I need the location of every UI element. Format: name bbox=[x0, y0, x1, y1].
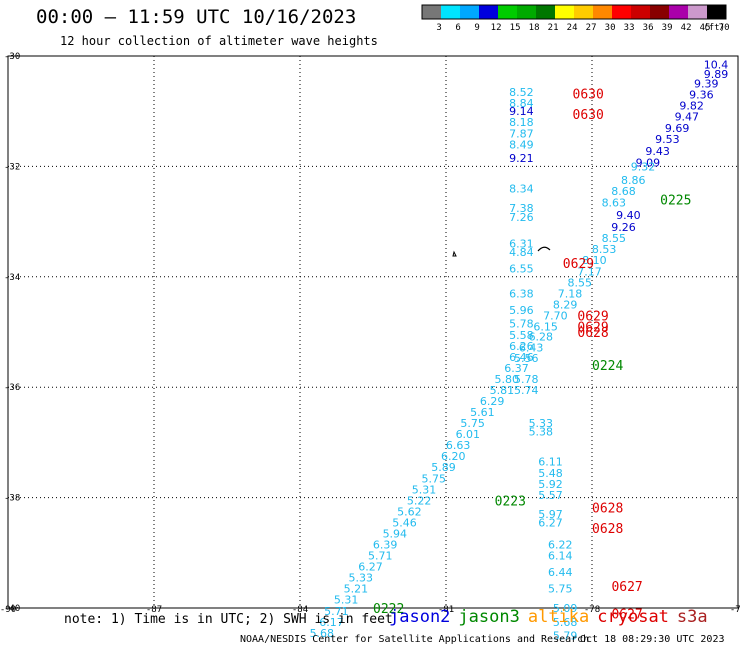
y-tick-label: -30 bbox=[4, 52, 20, 62]
time-label: 0225 bbox=[660, 194, 691, 209]
wave-height-point: 5.57 bbox=[538, 489, 563, 502]
footer-timestamp: Oct 18 08:29:30 UTC 2023 bbox=[580, 634, 725, 645]
time-label: 0628 bbox=[592, 502, 623, 517]
colorbar-swatch bbox=[536, 5, 555, 19]
y-tick-label: -32 bbox=[4, 162, 20, 172]
colorbar-label: 12 bbox=[491, 23, 502, 33]
time-label: 0630 bbox=[573, 88, 604, 103]
colorbar-swatch bbox=[631, 5, 650, 19]
colorbar-swatch bbox=[555, 5, 574, 19]
colorbar-swatch bbox=[574, 5, 593, 19]
legend-altika: altika bbox=[528, 607, 589, 627]
coast-marker bbox=[453, 247, 550, 256]
wave-height-point: 6.46 bbox=[509, 351, 534, 364]
wave-height-point: 6.14 bbox=[548, 550, 573, 563]
wave-height-point: 4.84 bbox=[509, 246, 534, 259]
y-tick-label: -36 bbox=[4, 383, 20, 393]
colorbar-swatch bbox=[593, 5, 612, 19]
footer-credit: NOAA/NESDIS Center for Satellite Applica… bbox=[240, 634, 589, 645]
wave-height-point: 9.40 bbox=[616, 209, 641, 222]
colorbar-label: 30 bbox=[605, 23, 616, 33]
y-tick-label: -38 bbox=[4, 494, 20, 504]
colorbar-label: 36 bbox=[643, 23, 654, 33]
wave-height-point: 9.32 bbox=[631, 160, 656, 173]
wave-height-point: 6.55 bbox=[509, 263, 534, 276]
wave-height-point: 8.63 bbox=[602, 196, 627, 209]
colorbar-label: 33 bbox=[624, 23, 635, 33]
data-points: 10.49.899.399.369.829.479.699.539.439.09… bbox=[310, 58, 729, 642]
colorbar-label: 6 bbox=[455, 23, 460, 33]
legend-jason2: jason2 bbox=[389, 607, 450, 627]
time-label: 0628 bbox=[577, 326, 608, 341]
colorbar-swatch bbox=[498, 5, 517, 19]
time-label: 0630 bbox=[573, 108, 604, 123]
colorbar-label: 39 bbox=[662, 23, 673, 33]
y-tick-label: -40 bbox=[4, 604, 20, 614]
plot-frame bbox=[8, 56, 738, 608]
wave-height-point: 6.38 bbox=[509, 287, 534, 300]
footer-note: note: 1) Time is in UTC; 2) SWH is in fe… bbox=[64, 612, 393, 627]
legend-s3a: s3a bbox=[677, 607, 708, 627]
x-tick-label: -75 bbox=[730, 605, 740, 615]
legend-jason3: jason3 bbox=[458, 607, 519, 627]
colorbar-swatch bbox=[669, 5, 688, 19]
colorbar-swatch bbox=[441, 5, 460, 19]
colorbar-unit: (ft) bbox=[703, 23, 725, 33]
wave-height-point: 8.49 bbox=[509, 138, 534, 151]
colorbar-swatch bbox=[460, 5, 479, 19]
wave-height-point: 6.27 bbox=[538, 516, 563, 529]
wave-height-point: 9.21 bbox=[509, 152, 534, 165]
colorbar-swatch bbox=[707, 5, 726, 19]
colorbar-label: 18 bbox=[529, 23, 540, 33]
colorbar-label: 3 bbox=[436, 23, 441, 33]
colorbar-label: 15 bbox=[510, 23, 521, 33]
wave-height-point: 5.75 bbox=[548, 583, 573, 596]
wave-height-point: 9.53 bbox=[655, 133, 680, 146]
time-label: 0628 bbox=[592, 522, 623, 537]
colorbar-swatch bbox=[688, 5, 707, 19]
time-label: 0224 bbox=[592, 359, 623, 374]
grid bbox=[8, 56, 738, 608]
colorbar-label: 9 bbox=[474, 23, 479, 33]
time-label: 0629 bbox=[563, 257, 594, 272]
y-tick-label: -34 bbox=[4, 273, 20, 283]
wave-height-point: 7.26 bbox=[509, 211, 534, 224]
colorbar-label: 24 bbox=[567, 23, 578, 33]
time-label: 0627 bbox=[611, 580, 642, 595]
colorbar-label: 21 bbox=[548, 23, 559, 33]
wave-height-point: 5.38 bbox=[529, 425, 554, 438]
colorbar-label: 27 bbox=[586, 23, 597, 33]
wave-height-point: 5.96 bbox=[509, 304, 534, 317]
colorbar-swatch bbox=[479, 5, 498, 19]
wave-height-point: 8.34 bbox=[509, 182, 534, 195]
legend-cryosat: cryosat bbox=[597, 607, 669, 627]
axis-ticks: -90 -87 -84 -81 -78 -75 -30 -32 -34 -36 -38 -40 bbox=[0, 52, 740, 615]
time-label: 0223 bbox=[495, 494, 526, 509]
colorbar: 3 6 9 12 15 18 21 24 27 30 33 36 39 42 45 70 bbox=[422, 5, 730, 33]
colorbar-label: 42 bbox=[681, 23, 692, 33]
colorbar-swatch bbox=[612, 5, 631, 19]
wave-height-point: 5.74 bbox=[514, 384, 539, 397]
wave-height-point: 6.44 bbox=[548, 566, 573, 579]
colorbar-swatch bbox=[517, 5, 536, 19]
colorbar-swatch bbox=[650, 5, 669, 19]
colorbar-swatch bbox=[422, 5, 441, 19]
legend: jason2 jason3 altika cryosat s3a bbox=[389, 607, 708, 627]
